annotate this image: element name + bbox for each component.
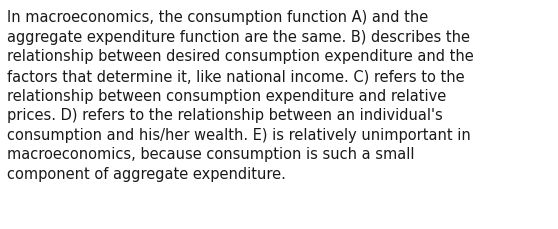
Text: In macroeconomics, the consumption function A) and the
aggregate expenditure fun: In macroeconomics, the consumption funct… xyxy=(7,10,474,181)
